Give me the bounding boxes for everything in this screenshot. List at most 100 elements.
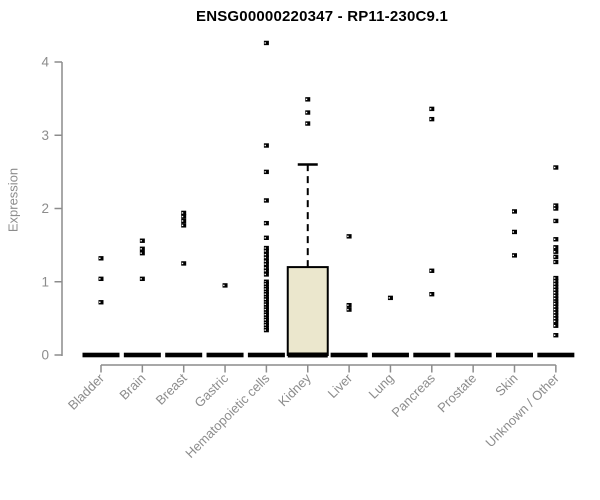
data-point xyxy=(263,220,269,226)
data-point xyxy=(139,246,145,251)
data-point-notch xyxy=(264,260,266,262)
data-point-notch xyxy=(264,263,266,265)
data-point xyxy=(263,322,269,328)
data-point-notch xyxy=(181,212,184,214)
data-point xyxy=(512,209,517,214)
data-point xyxy=(553,310,559,315)
data-point-notch xyxy=(305,98,308,101)
data-point-notch xyxy=(553,314,556,317)
data-point xyxy=(263,292,269,297)
zero-median-bar xyxy=(454,352,492,358)
data-point-notch xyxy=(429,108,432,110)
data-point xyxy=(139,238,145,243)
data-point-notch xyxy=(347,308,349,311)
data-point xyxy=(553,290,559,295)
data-point-notch xyxy=(264,288,266,290)
data-point xyxy=(553,296,559,301)
data-point xyxy=(553,293,559,298)
zero-median-bar xyxy=(537,352,575,358)
data-point-notch xyxy=(553,317,556,320)
data-point xyxy=(263,268,269,273)
data-point-notch xyxy=(429,118,432,120)
data-point xyxy=(553,316,559,321)
category-label: Pancreas xyxy=(388,370,438,420)
data-point xyxy=(346,302,352,308)
data-point-notch xyxy=(553,292,556,294)
data-point xyxy=(263,272,269,277)
data-point xyxy=(429,268,435,273)
data-point-notch xyxy=(264,303,266,306)
data-point-notch xyxy=(553,261,556,263)
data-point-notch xyxy=(264,324,266,326)
data-point xyxy=(429,106,435,112)
zero-median-bar xyxy=(413,352,451,358)
data-point-notch xyxy=(305,122,308,125)
zero-median-bar xyxy=(330,352,368,358)
data-point xyxy=(553,284,559,290)
data-point xyxy=(512,229,517,235)
data-point-notch xyxy=(264,308,266,311)
y-tick-label: 2 xyxy=(41,201,49,216)
data-point-notch xyxy=(181,262,184,265)
data-point xyxy=(263,297,269,302)
data-point-notch xyxy=(264,42,266,44)
data-point xyxy=(263,286,269,292)
category-label: Prostate xyxy=(434,371,479,416)
zero-median-bar xyxy=(247,352,285,358)
data-point xyxy=(263,40,269,46)
data-point xyxy=(387,295,393,301)
data-point xyxy=(181,214,187,219)
data-point xyxy=(553,323,559,328)
data-point-notch xyxy=(264,247,266,249)
data-point xyxy=(263,245,269,251)
data-point-notch xyxy=(99,301,101,303)
data-point xyxy=(553,281,559,287)
data-point xyxy=(181,223,187,228)
data-point-notch xyxy=(264,250,266,252)
data-point-notch xyxy=(512,210,514,213)
data-point xyxy=(553,278,559,284)
data-point xyxy=(98,300,104,305)
data-point-notch xyxy=(140,252,142,254)
data-point xyxy=(263,281,269,287)
data-point-notch xyxy=(181,215,184,218)
data-point xyxy=(553,301,559,306)
data-point-notch xyxy=(553,204,556,207)
chart-title: ENSG00000220347 - RP11-230C9.1 xyxy=(195,8,448,25)
data-point xyxy=(553,313,559,318)
median-line xyxy=(287,352,328,358)
data-point-notch xyxy=(347,235,349,238)
data-point xyxy=(553,218,559,224)
data-point-notch xyxy=(264,171,266,173)
data-point xyxy=(553,304,559,309)
data-point xyxy=(346,307,352,312)
category-label: Kidney xyxy=(275,370,314,409)
data-point-notch xyxy=(264,283,266,285)
zero-median-bar xyxy=(165,352,203,358)
data-point-notch xyxy=(429,293,432,295)
data-point-notch xyxy=(553,238,556,240)
data-point xyxy=(181,218,187,224)
category-label: Bladder xyxy=(65,370,108,413)
data-point xyxy=(263,265,269,271)
data-point xyxy=(263,302,269,307)
data-point-notch xyxy=(553,320,556,323)
category-label: Breast xyxy=(153,370,190,407)
y-axis-label: Expression xyxy=(5,167,21,233)
y-tick-label: 4 xyxy=(41,55,49,70)
data-point-notch xyxy=(264,273,266,276)
y-tick-label: 1 xyxy=(41,274,49,289)
data-point xyxy=(263,169,269,175)
zero-median-bar xyxy=(82,352,120,358)
data-point xyxy=(553,254,559,260)
data-point-notch xyxy=(99,257,101,260)
data-point-notch xyxy=(553,251,556,253)
data-point-notch xyxy=(553,207,556,210)
data-point xyxy=(305,121,311,126)
data-point xyxy=(553,203,559,208)
data-point-notch xyxy=(553,220,556,222)
data-point-notch xyxy=(553,305,556,308)
data-point-notch xyxy=(140,240,142,242)
box xyxy=(286,266,329,357)
